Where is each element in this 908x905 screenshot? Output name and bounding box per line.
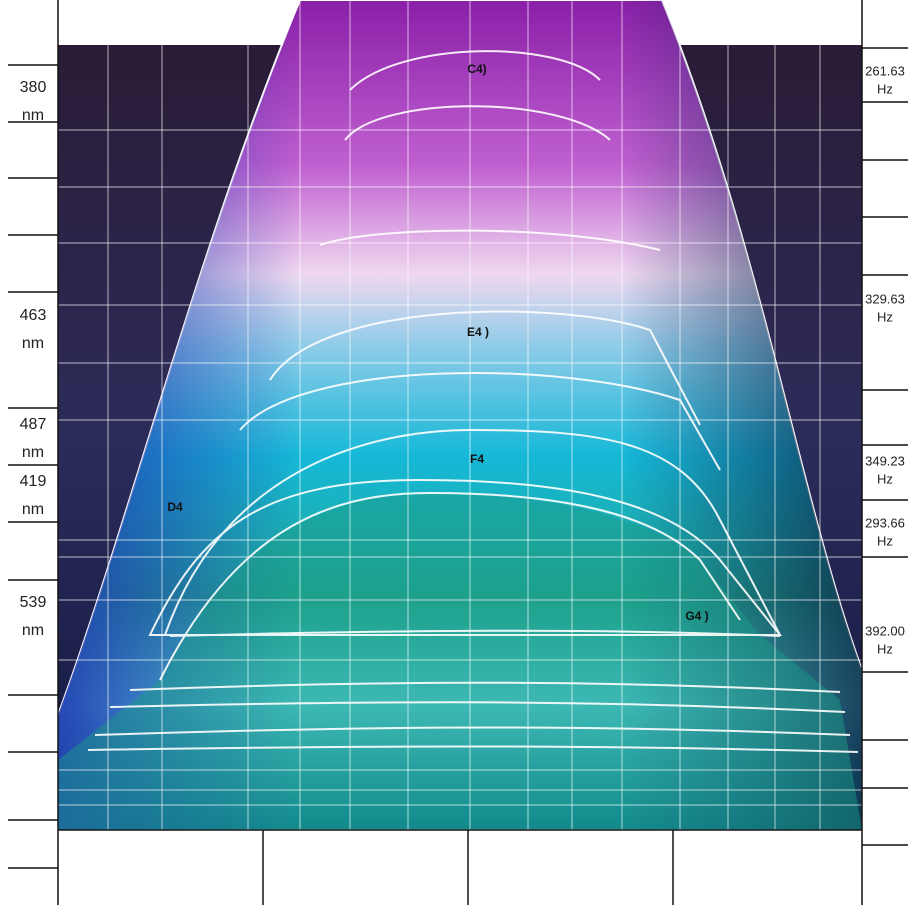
right-value: 293.66 [865, 515, 905, 530]
illustration: 380 nm 463 nm 487 nm 419 nm 539 nm 261.63 Hz 329.63 H… [0, 0, 908, 905]
left-unit: nm [22, 107, 44, 124]
right-unit: Hz [877, 81, 893, 96]
left-value: 487 [20, 416, 47, 433]
note-label: F4 [470, 452, 484, 466]
right-value: 329.63 [865, 291, 905, 306]
right-unit: Hz [877, 641, 893, 656]
left-value: 380 [20, 79, 47, 96]
left-unit: nm [22, 444, 44, 461]
note-label: D4 [167, 500, 183, 514]
left-value: 463 [20, 307, 47, 324]
note-label: G4 ) [685, 609, 708, 623]
left-value: 539 [20, 594, 47, 611]
note-label: E4 ) [467, 325, 489, 339]
right-unit: Hz [877, 533, 893, 548]
left-unit: nm [22, 335, 44, 352]
right-value: 392.00 [865, 623, 905, 638]
right-value: 349.23 [865, 453, 905, 468]
right-value: 261.63 [865, 63, 905, 78]
left-unit: nm [22, 622, 44, 639]
left-value: 419 [20, 473, 47, 490]
right-unit: Hz [877, 471, 893, 486]
note-label: C4) [467, 62, 486, 76]
page: 380 nm 463 nm 487 nm 419 nm 539 nm 261.63 Hz 329.63 H… [0, 0, 908, 905]
left-unit: nm [22, 501, 44, 518]
right-unit: Hz [877, 309, 893, 324]
